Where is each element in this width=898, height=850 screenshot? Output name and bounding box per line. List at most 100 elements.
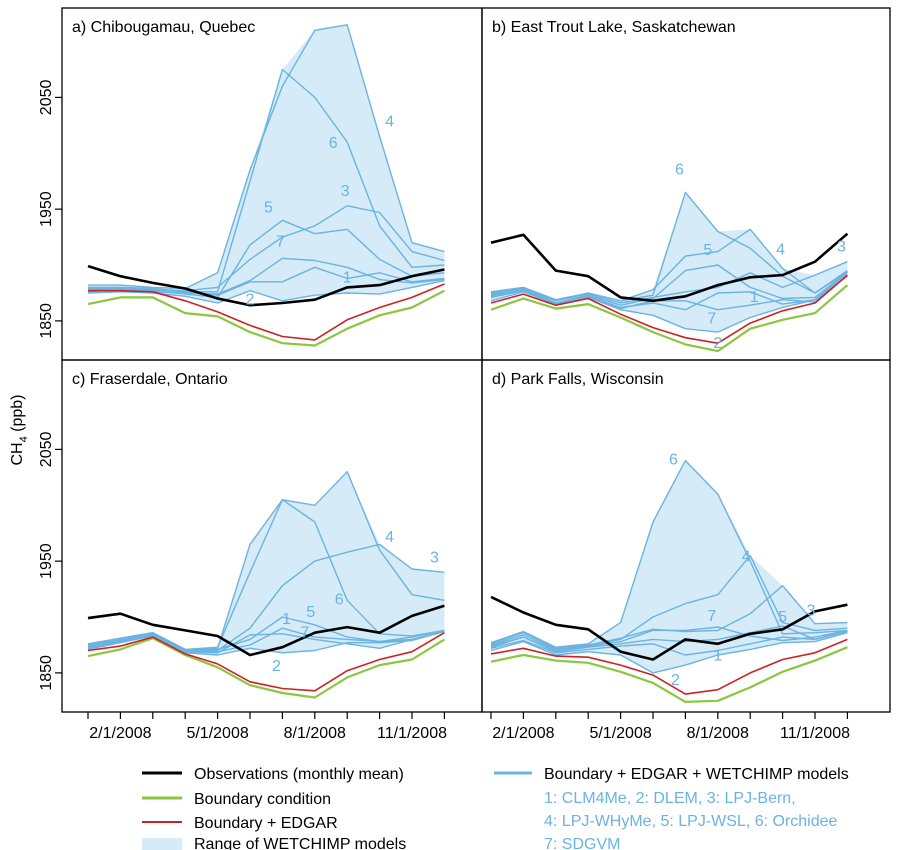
- model-label-5: 5: [703, 242, 712, 259]
- model-label-2: 2: [246, 292, 255, 309]
- model-label-2: 2: [272, 658, 281, 675]
- y-tick-label: 1850: [38, 303, 55, 339]
- panel-title: b) East Trout Lake, Saskatchewan: [492, 19, 736, 36]
- observations-series: [490, 595, 848, 661]
- x-tick-label: 8/1/2008: [284, 725, 346, 742]
- model-label-7: 7: [707, 311, 716, 328]
- y-tick-label: 1850: [38, 655, 55, 691]
- panel-2: 1 2 3 4 5 6 7 b) East Trout Lake, Saskatchewan: [481, 7, 891, 361]
- model-label-7: 7: [276, 233, 285, 250]
- model-label-5: 5: [264, 199, 273, 216]
- model-label-6: 6: [329, 135, 338, 152]
- x-tick-label: 11/1/2008: [780, 725, 850, 742]
- panel-title: a) Chibougamau, Quebec: [72, 19, 255, 36]
- observations-series: [87, 264, 445, 307]
- model-label-2: 2: [713, 335, 722, 352]
- legend: Observations (monthly mean) Boundary con…: [142, 766, 849, 850]
- model-series-4: [490, 554, 848, 649]
- model-label-3: 3: [837, 239, 846, 256]
- range-envelope: [491, 460, 848, 673]
- panel-4: 1 2 3 4 5 6 7 d) Park Falls, Wisconsin 2/1/2008 5…: [481, 359, 891, 742]
- y-axis-label-subscript: 4: [18, 436, 30, 442]
- model-series-1: [88, 266, 445, 296]
- boundary-edgar-series: [490, 638, 848, 695]
- model-label-1: 1: [282, 611, 291, 628]
- model-label-1: 1: [750, 289, 759, 306]
- boundary-edgar-series: [87, 632, 445, 692]
- observations-series: [490, 232, 849, 303]
- observations-series: [87, 604, 445, 657]
- model-series-7: [490, 626, 848, 652]
- model-label-6: 6: [669, 452, 678, 469]
- y-tick-label: 2050: [38, 79, 55, 115]
- panel-3: 1 2 3 4 5 6 7 c) Fraserdale, Ontario 1850 1950 205…: [38, 359, 483, 742]
- model-label-3: 3: [807, 603, 816, 620]
- y-tick-label: 1950: [38, 191, 55, 227]
- x-tick-label: 5/1/2008: [186, 725, 248, 742]
- svg-text:CH4 (ppb): CH4 (ppb): [9, 394, 30, 465]
- model-series-6: [87, 68, 445, 293]
- legend-label-observations: Observations (monthly mean): [194, 766, 404, 783]
- model-series-2: [490, 632, 848, 674]
- legend-model-key-line-2: 4: LPJ-WHyMe, 5: LPJ-WSL, 6: Orchidee: [544, 813, 838, 830]
- model-series-3: [87, 543, 445, 652]
- model-label-4: 4: [776, 241, 785, 258]
- model-label-2: 2: [671, 672, 680, 689]
- model-series-5: [87, 219, 445, 299]
- model-label-4: 4: [742, 549, 751, 566]
- boundary-series: [490, 284, 849, 353]
- model-label-4: 4: [385, 114, 394, 131]
- range-envelope: [491, 192, 848, 333]
- y-axis-label-main: CH: [9, 442, 26, 465]
- model-label-1: 1: [713, 648, 722, 665]
- x-tick-label: 11/1/2008: [377, 725, 447, 742]
- model-series-4: [88, 24, 445, 290]
- panel-1: 1 2 3 4 5 6 7 a) Chibougamau, Quebec 1850 1950 205…: [38, 7, 483, 361]
- model-label-7: 7: [707, 608, 716, 625]
- model-label-3: 3: [430, 549, 439, 566]
- model-label-7: 7: [300, 624, 309, 641]
- chart-panels: 1 2 3 4 5 6 7 a) Chibougamau, Quebec 1850 1950 205…: [38, 7, 891, 742]
- y-axis-label: CH4 (ppb): [9, 394, 30, 465]
- model-label-4: 4: [385, 529, 394, 546]
- model-label-5: 5: [778, 609, 787, 626]
- model-series-6: [490, 191, 848, 302]
- model-series-7: [87, 630, 445, 654]
- model-series-6: [87, 499, 445, 651]
- y-axis-label-unit: (ppb): [9, 394, 26, 436]
- legend-label-boundary: Boundary condition: [194, 791, 331, 808]
- legend-label-range: Range of WETCHIMP models: [194, 836, 406, 850]
- plot-area: [490, 459, 848, 704]
- model-series-7: [490, 274, 848, 311]
- model-series-2: [87, 280, 445, 304]
- model-label-3: 3: [341, 183, 350, 200]
- legend-model-key-line-3: 7: SDGVM: [544, 836, 620, 850]
- y-tick-label: 2050: [38, 431, 55, 467]
- plot-area: [87, 471, 445, 699]
- y-tick-label: 1950: [38, 543, 55, 579]
- x-tick-label: 2/1/2008: [89, 725, 151, 742]
- boundary-edgar-series: [88, 283, 445, 341]
- plot-area: [490, 191, 849, 353]
- model-series-2: [490, 275, 848, 333]
- model-label-6: 6: [335, 591, 344, 608]
- plot-area: [87, 24, 445, 347]
- range-envelope: [88, 24, 445, 304]
- model-series-5: [490, 625, 848, 653]
- boundary-series: [87, 637, 445, 699]
- boundary-series: [490, 646, 848, 704]
- legend-model-key-line-1: 1: CLM4Me, 2: DLEM, 3: LPJ-Bern,: [544, 790, 796, 807]
- panel-title: d) Park Falls, Wisconsin: [492, 371, 664, 388]
- model-series-6: [490, 459, 848, 648]
- legend-swatch-range: [142, 838, 182, 850]
- legend-label-models: Boundary + EDGAR + WETCHIMP models: [544, 766, 849, 783]
- model-label-1: 1: [343, 269, 352, 286]
- boundary-edgar-series: [490, 274, 848, 345]
- model-label-6: 6: [675, 161, 684, 178]
- x-tick-label: 8/1/2008: [687, 725, 749, 742]
- x-tick-label: 5/1/2008: [589, 725, 651, 742]
- panel-title: c) Fraserdale, Ontario: [72, 371, 228, 388]
- legend-label-boundary-edgar: Boundary + EDGAR: [194, 815, 338, 832]
- x-tick-label: 2/1/2008: [492, 725, 554, 742]
